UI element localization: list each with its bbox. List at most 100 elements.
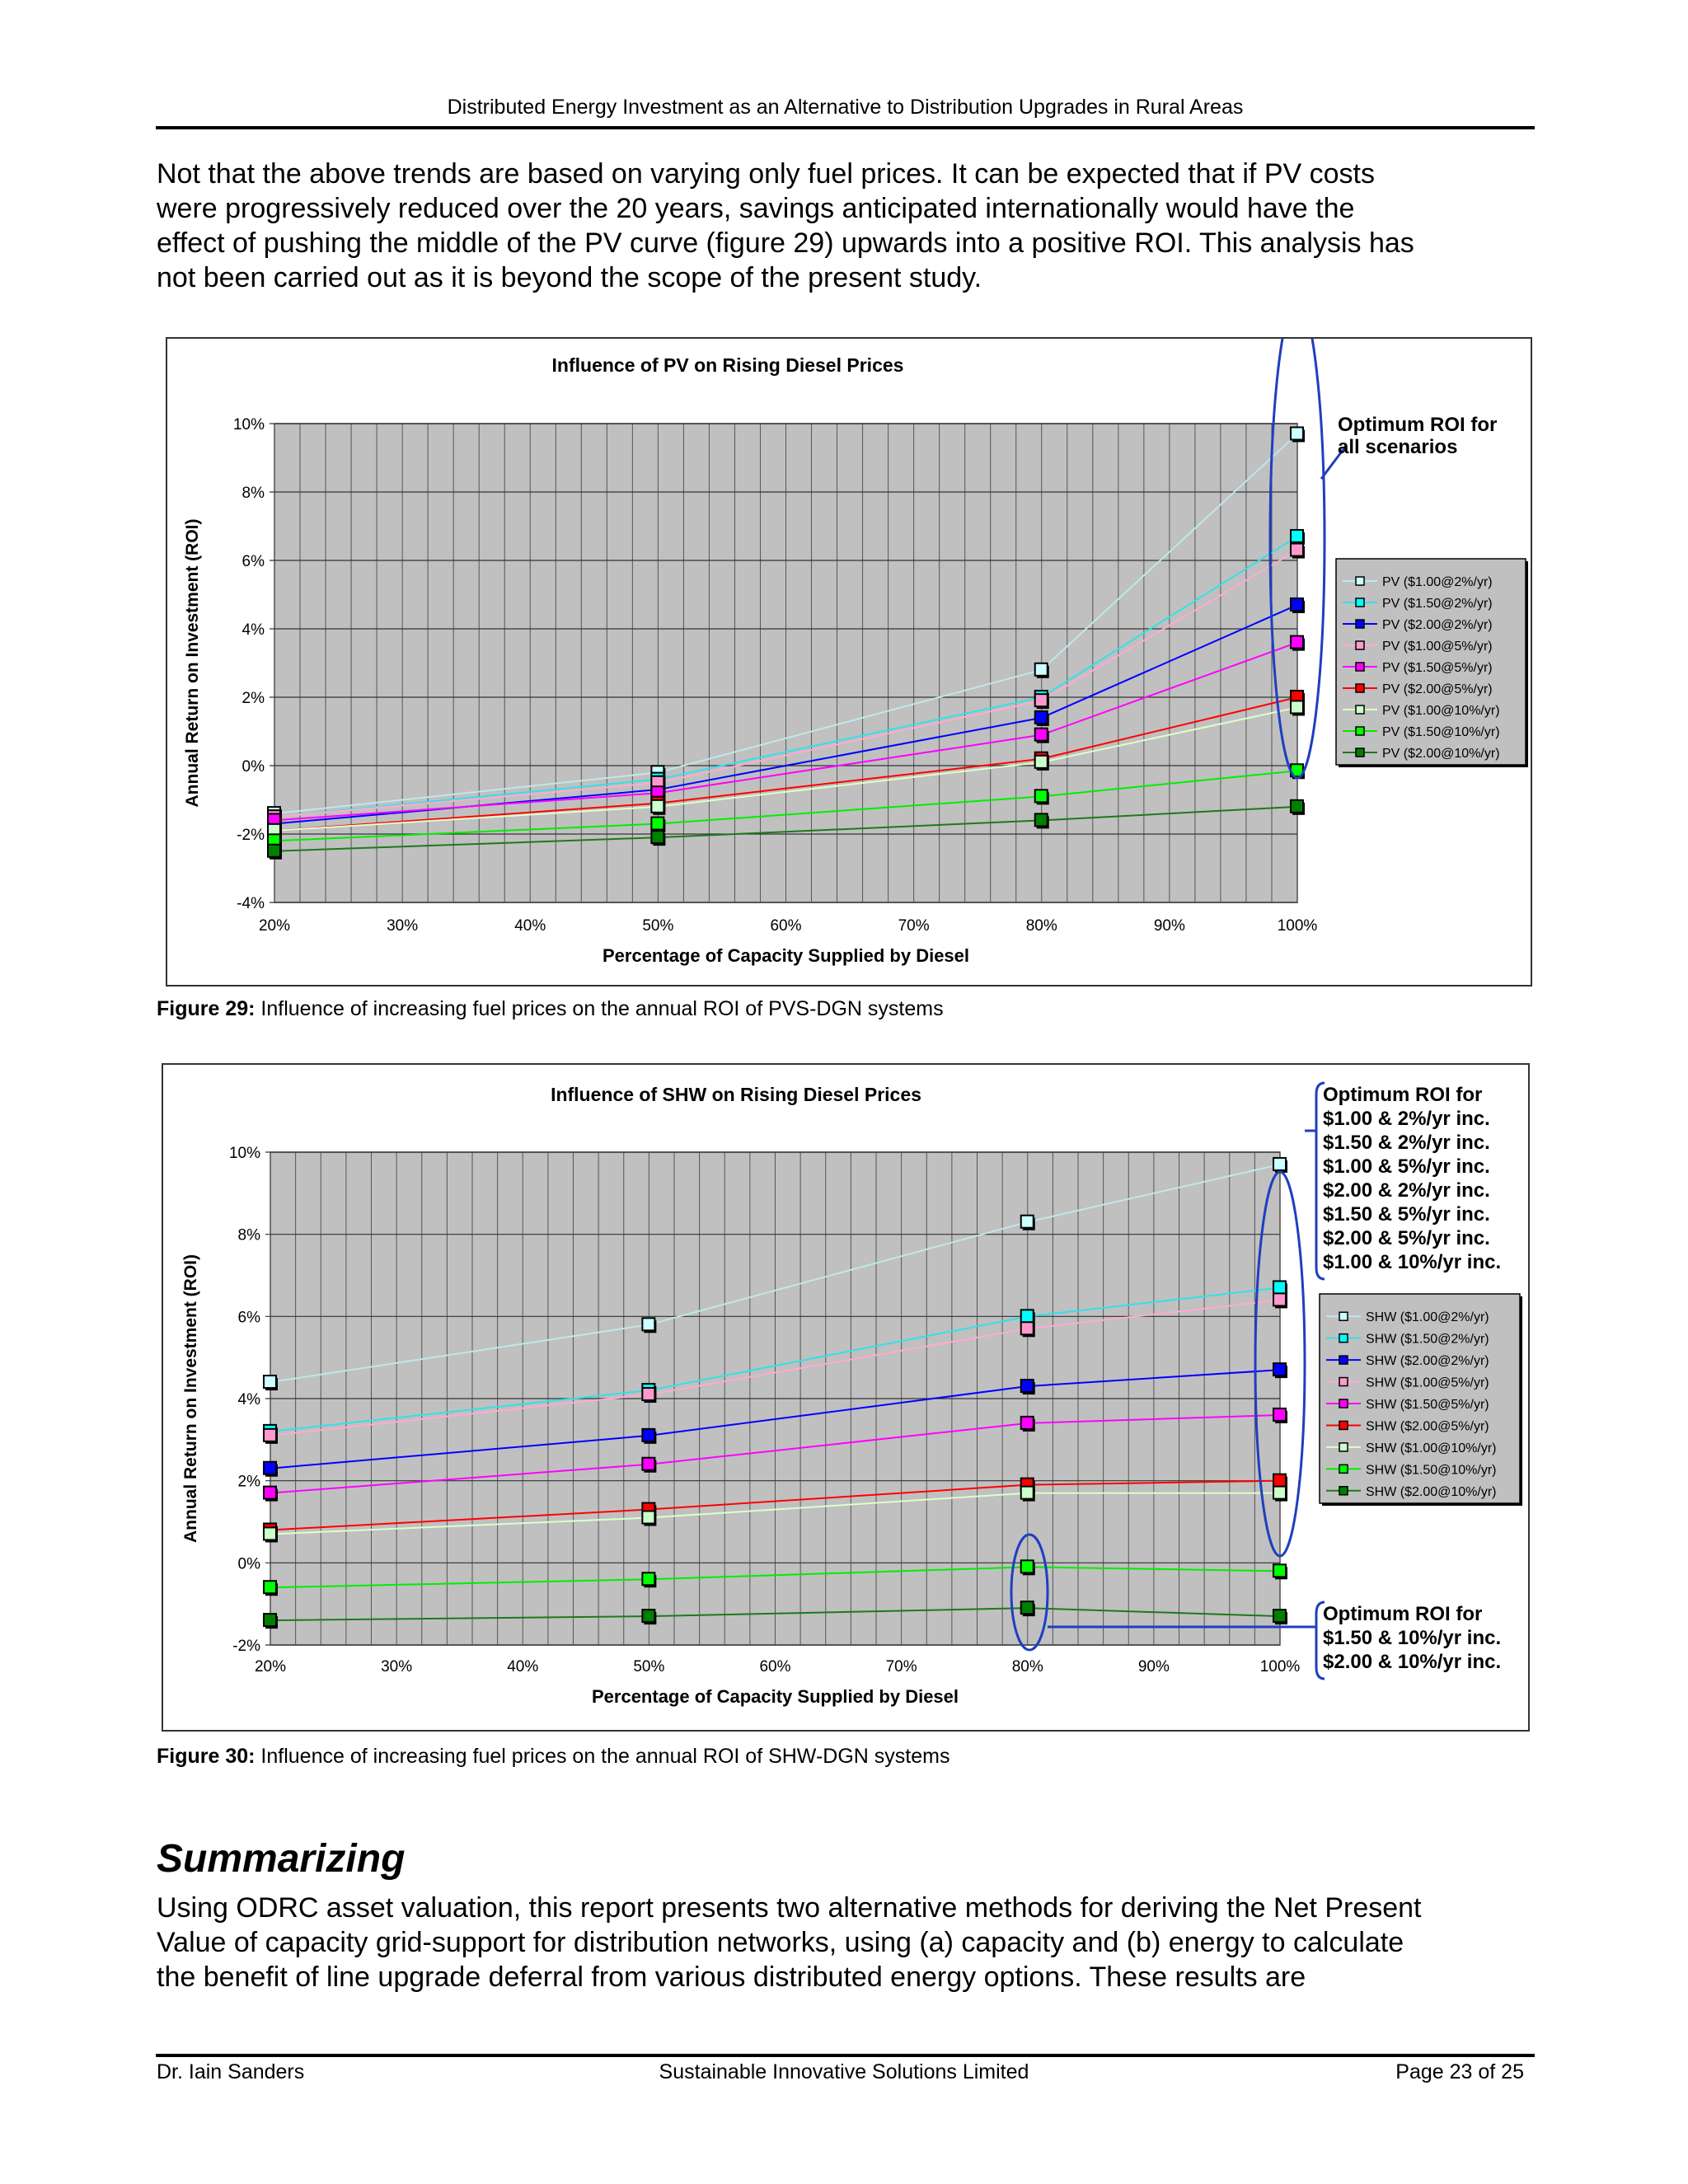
- legend-marker: [1355, 705, 1365, 715]
- series-line: [274, 549, 1298, 818]
- data-point: [1290, 426, 1304, 441]
- legend-marker: [1339, 1355, 1348, 1365]
- x-tick-label: 100%: [1278, 917, 1318, 935]
- legend-marker: [1339, 1333, 1348, 1343]
- data-point: [641, 1456, 656, 1471]
- y-tick-label: 2%: [242, 690, 265, 707]
- data-point: [1020, 1559, 1034, 1574]
- text-line: not been carried out as it is beyond the…: [157, 262, 982, 293]
- series-line: [274, 641, 1298, 822]
- caption-text: Influence of increasing fuel prices on t…: [255, 1745, 950, 1768]
- data-point: [1034, 754, 1048, 769]
- annotation-text: $1.00 & 2%/yr inc.: [1323, 1108, 1490, 1130]
- series-line: [274, 805, 1298, 852]
- intro-paragraph: Not that the above trends are based on v…: [157, 157, 1541, 295]
- data-point: [650, 816, 665, 831]
- header-rule: [156, 126, 1535, 129]
- x-axis-title: Percentage of Capacity Supplied by Diese…: [603, 945, 969, 966]
- x-tick-label: 20%: [255, 1658, 286, 1675]
- summary-paragraph: Using ODRC asset valuation, this report …: [157, 1891, 1541, 1994]
- shw-chart-svg: Influence of SHW on Rising Diesel Prices…: [181, 1081, 1522, 1707]
- y-tick-label: 4%: [238, 1391, 261, 1408]
- footer-company: Sustainable Innovative Solutions Limited: [659, 2060, 1029, 2083]
- data-point: [263, 1460, 277, 1475]
- x-tick-label: 30%: [387, 917, 418, 935]
- annotation-text: $2.00 & 10%/yr inc.: [1323, 1651, 1501, 1673]
- chart-title: Influence of SHW on Rising Diesel Prices: [551, 1084, 921, 1105]
- data-point: [650, 799, 665, 813]
- text-line: the benefit of line upgrade deferral fro…: [157, 1961, 1306, 1993]
- y-axis-title: Annual Return on Investment (ROI): [181, 1254, 200, 1543]
- data-point: [641, 1572, 656, 1586]
- legend-label: PV ($1.50@5%/yr): [1382, 661, 1493, 675]
- section-heading: Summarizing: [157, 1837, 406, 1881]
- series-line: [270, 1163, 1281, 1384]
- series-line: [270, 1492, 1280, 1535]
- series-line: [270, 1369, 1281, 1469]
- x-tick-label: 40%: [507, 1658, 538, 1675]
- annotation-connector: [1320, 445, 1348, 480]
- data-point: [1290, 700, 1304, 715]
- annotation-text: $1.00 & 10%/yr inc.: [1323, 1251, 1501, 1273]
- x-tick-label: 60%: [759, 1658, 790, 1675]
- figure-29-chart: Influence of PV on Rising Diesel Prices -…: [166, 298, 1532, 987]
- caption-text: Influence of increasing fuel prices on t…: [255, 997, 944, 1020]
- x-tick-label: 90%: [1154, 917, 1185, 935]
- legend-marker: [1355, 576, 1365, 586]
- data-point: [641, 1510, 656, 1525]
- data-point: [1290, 542, 1304, 557]
- legend-marker: [1355, 748, 1365, 757]
- legend-label: PV ($1.00@10%/yr): [1382, 704, 1500, 718]
- footer-author: Dr. Iain Sanders: [157, 2060, 305, 2083]
- data-point: [1034, 662, 1048, 677]
- data-point: [267, 843, 281, 858]
- annotation-text: $1.00 & 5%/yr inc.: [1323, 1155, 1490, 1178]
- x-tick-label: 30%: [381, 1658, 412, 1675]
- data-point: [641, 1427, 656, 1442]
- text-line: Using ODRC asset valuation, this report …: [157, 1892, 1422, 1924]
- data-point: [263, 1613, 277, 1628]
- data-point: [1273, 1485, 1287, 1500]
- y-axis-title: Annual Return on Investment (ROI): [183, 518, 202, 807]
- series-line: [270, 1299, 1281, 1436]
- data-point: [1034, 727, 1048, 742]
- figure-30-caption: Figure 30: Influence of increasing fuel …: [157, 1745, 950, 1769]
- series-line: [274, 706, 1298, 832]
- annotation-text: Optimum ROI for: [1323, 1084, 1482, 1106]
- highlight-ellipse: [1254, 1170, 1306, 1558]
- x-tick-label: 60%: [770, 917, 801, 935]
- series-line: [274, 696, 1298, 832]
- x-tick-label: 40%: [514, 917, 546, 935]
- series-line: [274, 536, 1298, 818]
- running-header: Distributed Energy Investment as an Alte…: [447, 96, 1244, 119]
- data-point: [1020, 1601, 1034, 1615]
- x-tick-label: 100%: [1260, 1658, 1301, 1675]
- legend-marker: [1339, 1399, 1348, 1408]
- y-tick-label: 8%: [238, 1227, 261, 1244]
- y-tick-label: 2%: [238, 1474, 261, 1491]
- data-point: [1273, 1563, 1287, 1578]
- pv-chart-svg: Influence of PV on Rising Diesel Prices -…: [183, 298, 1528, 966]
- legend-label: SHW ($1.50@10%/yr): [1366, 1463, 1497, 1477]
- legend-marker: [1355, 726, 1365, 736]
- y-tick-label: 8%: [242, 485, 265, 502]
- x-tick-label: 90%: [1138, 1658, 1170, 1675]
- data-point: [641, 1609, 656, 1624]
- series-line: [270, 1413, 1281, 1494]
- data-point: [1034, 693, 1048, 708]
- annotation-text: $1.50 & 2%/yr inc.: [1323, 1132, 1490, 1154]
- data-point: [1020, 1309, 1034, 1324]
- data-point: [1273, 1609, 1287, 1624]
- legend-label: SHW ($1.50@2%/yr): [1366, 1333, 1489, 1347]
- annotation-text: $2.00 & 2%/yr inc.: [1323, 1179, 1490, 1202]
- legend-marker: [1355, 662, 1365, 672]
- legend-marker: [1339, 1442, 1348, 1452]
- text-line: were progressively reduced over the 20 y…: [157, 193, 1355, 224]
- annotation-bracket: [1315, 1601, 1325, 1680]
- legend-label: SHW ($2.00@2%/yr): [1366, 1354, 1489, 1368]
- data-point: [1290, 799, 1304, 813]
- x-tick-label: 50%: [642, 917, 673, 935]
- data-point: [1034, 813, 1048, 827]
- series-line: [270, 1286, 1281, 1432]
- data-point: [1273, 1473, 1287, 1488]
